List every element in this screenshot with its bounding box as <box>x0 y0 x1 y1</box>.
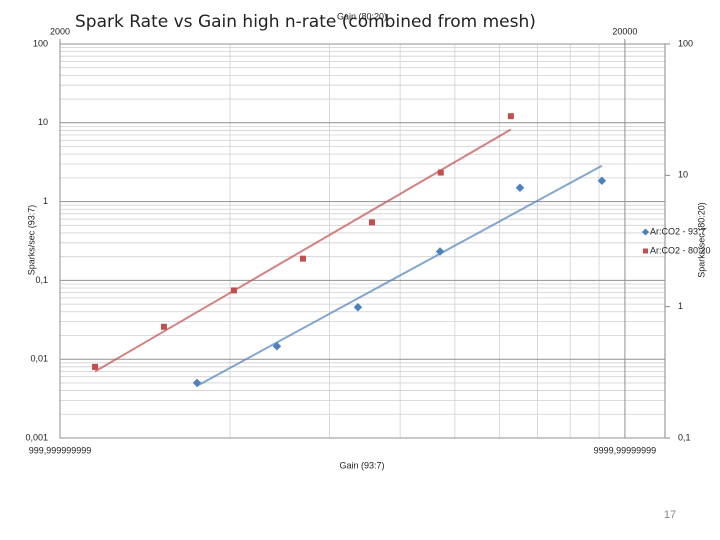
marker <box>92 363 99 370</box>
marker <box>272 342 282 351</box>
x-tick-label: 9999,99999999 <box>594 445 657 455</box>
trendline <box>196 164 603 387</box>
y2-axis-title: Sparks/sec (80:20) <box>696 202 706 278</box>
x-tick-label: 999,999999999 <box>29 445 92 455</box>
y2-tick-label: 100 <box>678 38 693 48</box>
y-tick-label: 100 <box>33 38 48 48</box>
y-tick-label: 0,01 <box>30 354 48 364</box>
x-axis-title: Gain (93:7) <box>339 460 384 470</box>
marker <box>299 255 306 262</box>
y-tick-label: 0,1 <box>35 275 48 285</box>
marker <box>437 169 444 176</box>
y-tick-label: 1 <box>43 196 48 206</box>
marker <box>353 302 363 312</box>
y2-tick-label: 0,1 <box>678 432 691 442</box>
legend-marker <box>643 248 648 254</box>
marker <box>507 113 514 120</box>
y2-tick-label: 10 <box>678 170 688 180</box>
marker <box>368 219 375 226</box>
legend-marker <box>641 228 650 236</box>
y2-tick-label: 1 <box>678 301 683 311</box>
y-axis-title: Sparks/sec (93:7) <box>26 205 36 276</box>
legend-label: Ar:CO2 - 80:20 <box>650 245 711 255</box>
legend-label: Ar:CO2 - 93:7 <box>650 226 706 236</box>
marker <box>160 323 167 330</box>
x2-tick-label: 2000 <box>50 26 70 36</box>
page-number: 17 <box>664 509 676 521</box>
y-tick-label: 10 <box>38 117 48 127</box>
x2-tick-label: 20000 <box>612 26 637 36</box>
x2-axis-title: Gain (80:20) <box>337 11 387 21</box>
y-tick-label: 0,001 <box>25 432 48 442</box>
marker <box>192 378 202 388</box>
marker <box>435 247 445 256</box>
chart-title: Spark Rate vs Gain high n-rate (combined… <box>75 12 536 32</box>
marker <box>230 287 237 294</box>
